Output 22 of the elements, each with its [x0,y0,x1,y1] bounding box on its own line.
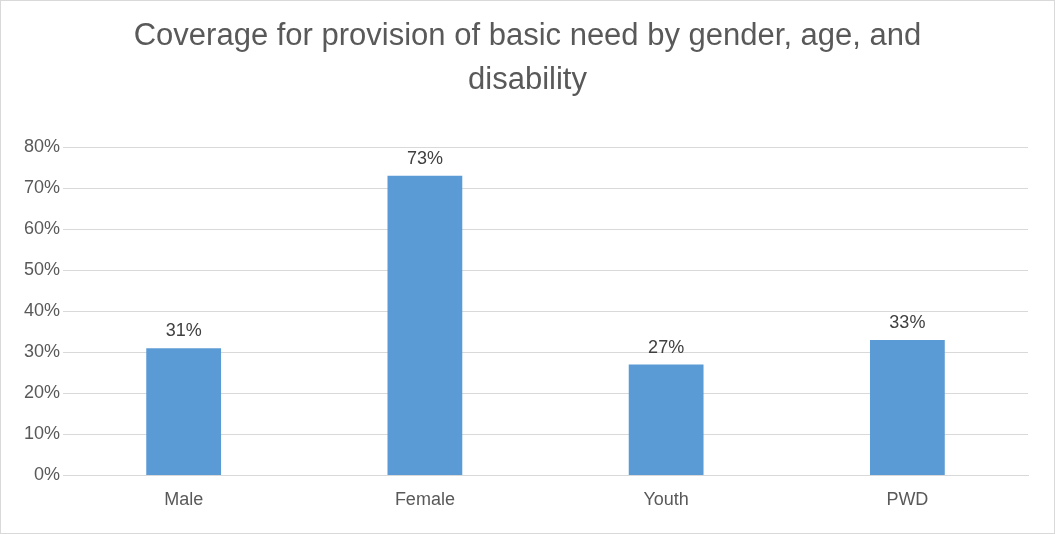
chart-title: Coverage for provision of basic need by gender, age, and disability [132,16,923,98]
y-tick-label: 20% [24,382,61,403]
y-tick-label: 0% [34,464,61,485]
data-label: 33% [889,311,926,332]
y-tick-label: 40% [24,300,61,321]
y-tick-label: 60% [24,218,61,239]
y-tick-label: 50% [24,259,61,280]
data-label: 27% [648,336,685,357]
bar [628,364,704,475]
bar [146,348,222,475]
y-tick-label: 80% [24,135,61,156]
x-tick-label: Youth [643,489,689,510]
y-tick-label: 10% [24,423,61,444]
x-tick-label: Male [164,489,204,510]
x-tick-label: PWD [886,489,929,510]
x-tick-label: Female [394,489,455,510]
y-tick-label: 30% [24,341,61,362]
data-label: 73% [406,147,443,168]
bar [869,339,945,475]
y-tick-label: 70% [24,177,61,198]
bar [387,175,463,475]
data-label: 31% [165,320,202,341]
